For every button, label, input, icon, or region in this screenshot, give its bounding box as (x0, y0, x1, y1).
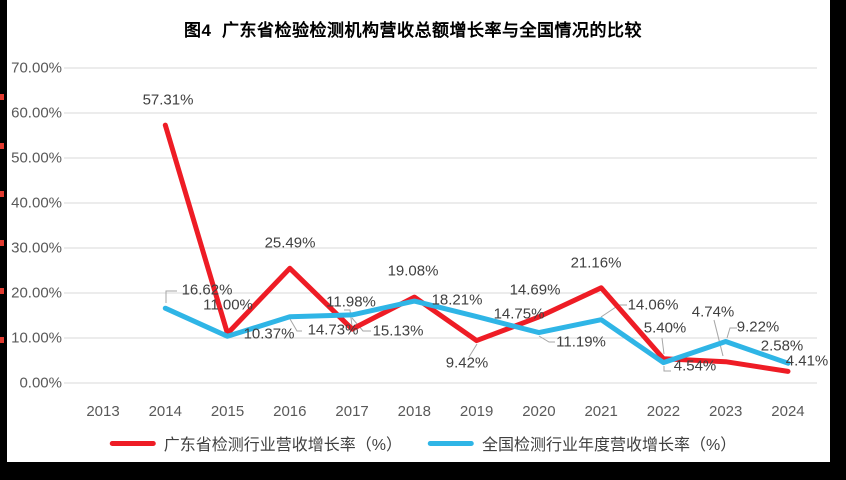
data-point-label: 15.13% (372, 322, 424, 340)
red-border-mark (0, 94, 4, 100)
data-point-label: 19.08% (387, 262, 439, 280)
x-axis-tick-label: 2014 (148, 403, 182, 420)
y-axis-tick-label: 20.00% (11, 284, 62, 302)
legend-item-national[interactable]: 全国检测行业年度营收增长率（%） (428, 431, 736, 455)
guangdong-series-line[interactable] (162, 122, 791, 374)
data-point-label: 11.98% (326, 293, 376, 311)
legend-swatch-red-line (109, 440, 156, 446)
legend-item-guangdong[interactable]: 广东省检测行业营收增长率（%） (109, 431, 402, 455)
data-label-leader-line (344, 309, 353, 327)
y-axis-tick-label: 60.00% (11, 104, 62, 122)
bottom-black-border (0, 462, 846, 480)
right-black-border (830, 0, 846, 480)
data-point-label: 2.58% (760, 337, 804, 355)
data-point-label: 11.00% (203, 296, 253, 314)
legend-label-guangdong: 广东省检测行业营收增长率（%） (163, 437, 402, 454)
y-axis-tick-label: 30.00% (11, 239, 62, 257)
data-point-label: 9.22% (736, 318, 780, 336)
legend-label-national: 全国检测行业年度营收增长率（%） (482, 437, 737, 454)
data-point-label: 18.21% (431, 291, 483, 309)
red-border-mark (0, 288, 4, 294)
data-label-leader-line (661, 337, 665, 355)
data-point-label: 5.40% (643, 319, 687, 337)
data-point-label: 57.31% (142, 91, 194, 109)
x-axis-tick-label: 2015 (210, 403, 245, 420)
chart-legend: 广东省检测行业营收增长率（%） 全国检测行业年度营收增长率（%） (109, 431, 736, 455)
national-series-line[interactable] (162, 298, 791, 366)
data-label-leader-line (538, 335, 555, 343)
data-point-label: 4.41% (785, 352, 829, 370)
chart-title: 图4 广东省检验检测机构营收总额增长率与全国情况的比较 (184, 21, 642, 40)
data-point-label: 14.73% (307, 321, 359, 339)
red-border-mark (0, 191, 4, 197)
data-label-leader-line (468, 343, 478, 358)
x-axis-tick-label: 2024 (771, 403, 805, 420)
x-axis-tick-label: 2016 (273, 403, 307, 420)
data-point-label: 4.54% (673, 357, 717, 375)
data-point-label: 16.62% (181, 281, 233, 299)
x-axis-tick-label: 2020 (522, 403, 556, 420)
data-point-label: 21.16% (570, 254, 622, 272)
red-border-mark (0, 337, 4, 343)
data-point-label: 14.75% (493, 305, 545, 323)
data-point-label: 25.49% (264, 234, 316, 252)
data-point-label: 10.37% (243, 325, 295, 343)
x-axis-tick-label: 2023 (709, 403, 743, 420)
x-axis-tick-label: 2018 (397, 403, 432, 420)
red-border-mark (0, 240, 4, 246)
data-label-leader-line (713, 319, 724, 357)
data-point-label: 14.06% (627, 296, 679, 314)
data-label-leader-line (663, 366, 671, 372)
y-axis-tick-label: 50.00% (11, 149, 62, 167)
data-label-leader-line (726, 327, 737, 339)
data-point-label: 14.69% (509, 281, 561, 299)
data-point-label: 11.19% (556, 333, 606, 351)
x-axis-tick-label: 2017 (335, 403, 369, 420)
y-axis-tick-label: 70.00% (11, 59, 62, 77)
red-border-mark (0, 143, 4, 149)
data-point-label: 9.42% (445, 354, 489, 372)
data-point-label: 4.74% (691, 303, 735, 321)
y-axis-tick-label: 10.00% (11, 329, 62, 347)
x-axis-tick-label: 2019 (459, 403, 494, 420)
x-axis-tick-label: 2013 (86, 403, 120, 420)
legend-swatch-blue-line (428, 440, 474, 446)
y-axis-tick-label: 40.00% (11, 194, 62, 212)
x-axis-tick-label: 2022 (646, 403, 681, 420)
y-axis-tick-label: 0.00% (19, 374, 62, 392)
data-label-leader-line (289, 318, 302, 332)
data-label-leader-line (351, 317, 371, 332)
data-label-leader-line (165, 290, 177, 303)
x-axis-tick-label: 2021 (584, 403, 618, 420)
